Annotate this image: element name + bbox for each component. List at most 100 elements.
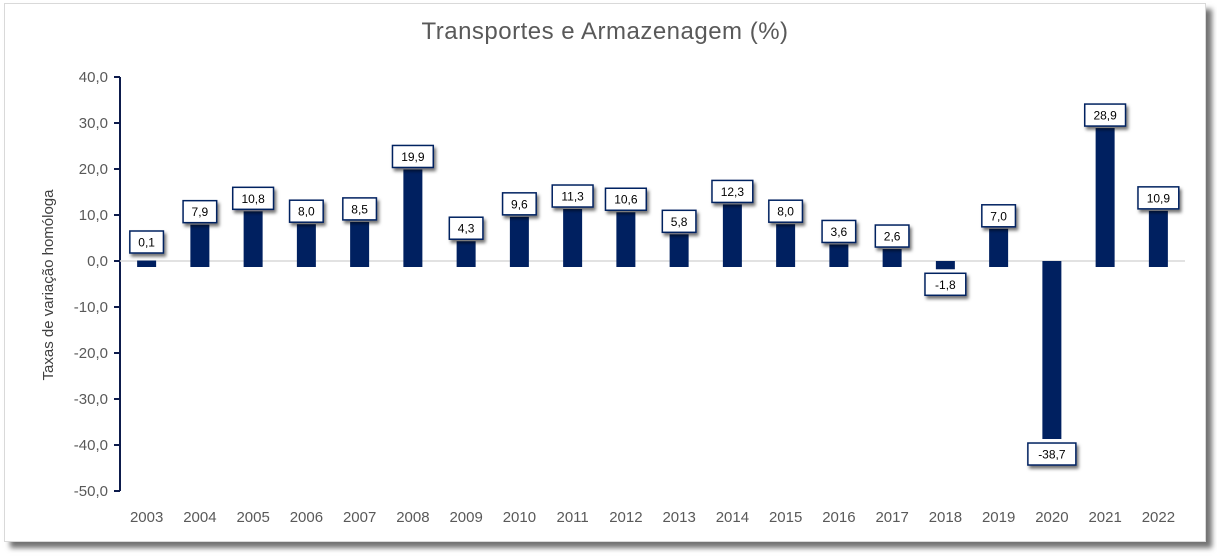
bars [137,128,1168,440]
data-label-box [768,199,804,223]
data-label-text: 8,5 [351,202,368,216]
data-label-box [288,199,324,223]
bar-2008 [403,169,423,267]
data-label-2010: 9,6 [501,192,537,216]
y-tick-label: 30,0 [79,115,108,132]
data-label-2019: 7,0 [981,204,1017,228]
data-label-text: 10,9 [1147,191,1171,205]
data-label-2009: 4,3 [448,216,484,240]
data-label-box [551,184,594,208]
data-label-2003: 0,1 [129,230,165,254]
chart-title: Transportes e Armazenagem (%) [421,18,789,45]
y-tick-label: 0,0 [87,253,108,270]
data-label-text: -1,8 [935,278,956,292]
bar-2010 [509,216,529,267]
data-label-box [1027,442,1077,466]
data-label-text: 10,6 [614,193,638,207]
x-tick-label: 2019 [982,509,1015,526]
bar-2004 [190,224,210,267]
data-label-text: 10,8 [241,192,265,206]
bar-2005 [243,211,263,267]
data-label-text: 7,9 [192,205,209,219]
bar-2007 [350,221,370,267]
bar-2011 [563,209,583,267]
data-label-2006: 8,0 [288,199,324,223]
data-label-box [604,187,648,211]
data-label-text: 11,3 [561,190,584,204]
y-axis-label: Taxas de variação homóloga [40,189,57,381]
data-label-2011: 11,3 [551,184,594,208]
data-label-2020: -38,7 [1027,442,1077,466]
data-label-text: 3,6 [831,225,848,239]
y-tick-label: 40,0 [79,69,108,86]
y-tick-label: -30,0 [74,391,108,408]
data-label-box [821,219,857,244]
x-tick-label: 2021 [1088,509,1121,526]
x-tick-label: 2003 [130,509,163,526]
data-label-2012: 10,6 [604,187,648,211]
x-tick-label: 2022 [1142,509,1175,526]
data-label-box [981,204,1017,228]
data-label-2015: 8,0 [768,199,804,223]
data-label-box [501,192,537,216]
bar-2018 [935,261,955,270]
x-tick-label: 2005 [236,509,269,526]
chart-frame [4,3,1206,542]
x-tick-label: 2007 [343,509,376,526]
y-tick-label: -10,0 [74,299,108,316]
data-label-text: 8,0 [777,205,794,219]
bar-2017 [882,249,902,267]
data-label-2004: 7,9 [182,199,218,224]
bar-2020 [1042,261,1062,440]
data-label-box [182,199,218,224]
data-label-2016: 3,6 [821,219,857,244]
data-label-text: 2,6 [884,230,901,244]
x-tick-label: 2018 [929,509,962,526]
bar-2015 [776,224,796,267]
bar-2019 [989,228,1009,267]
bar-2009 [456,241,476,267]
data-label-text: 4,3 [458,222,475,236]
bar-2006 [296,224,316,267]
data-label-text: 8,0 [298,205,315,219]
x-tick-label: 2014 [716,509,749,526]
bar-2014 [722,204,742,267]
data-label-text: 9,6 [511,197,528,211]
y-tick-label: 10,0 [79,207,108,224]
x-tick-label: 2012 [609,509,642,526]
data-label-text: 28,9 [1093,109,1117,123]
data-label-2017: 2,6 [874,224,910,248]
x-tick-label: 2008 [396,509,429,526]
x-tick-label: 2017 [875,509,908,526]
data-label-text: 5,8 [671,215,688,229]
x-tick-label: 2020 [1035,509,1068,526]
data-label-box [1137,186,1180,210]
y-tick-label: -40,0 [74,437,108,454]
y-tick-label: 20,0 [79,161,108,178]
bar-2013 [669,234,689,267]
data-label-box [874,224,910,248]
data-label-2022: 10,9 [1137,186,1180,210]
data-label-text: 0,1 [138,236,155,250]
x-tick-label: 2013 [662,509,695,526]
x-tick-label: 2009 [449,509,482,526]
data-label-2007: 8,5 [342,197,378,221]
data-label-2018: -1,8 [924,272,967,297]
y-tick-label: -50,0 [74,483,108,500]
bar-2021 [1095,128,1115,267]
x-tick-label: 2015 [769,509,802,526]
data-label-2005: 10,8 [231,186,275,211]
x-tick-label: 2006 [290,509,323,526]
data-label-text: 7,0 [990,209,1007,223]
data-label-2014: 12,3 [711,179,754,204]
data-label-text: 19,9 [401,150,425,164]
data-label-box [342,197,378,221]
data-label-text: 12,3 [721,185,745,199]
axes: 40,0 30,0 20,0 10,0 0,0 -10,0 -20,0 -30,0 -40,0 -… [74,69,1185,526]
bar-2016 [829,244,849,267]
x-tick-label: 2004 [183,509,216,526]
data-label-box [1083,103,1127,127]
data-label-text: -38,7 [1038,448,1066,462]
data-label-box [129,230,165,254]
